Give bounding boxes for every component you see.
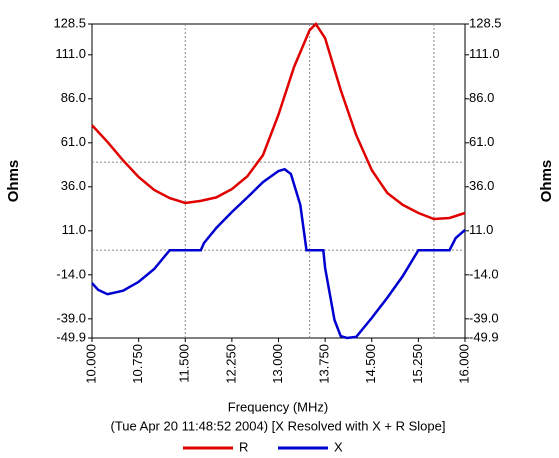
- y-tick-label: -39.0: [56, 310, 86, 325]
- x-tick-label: 16.000: [456, 344, 471, 384]
- y-tick-label: 86.0: [61, 90, 86, 105]
- plot-frame: [91, 23, 466, 339]
- x-tick-label: 13.000: [270, 344, 285, 384]
- x-tick-label: 14.500: [363, 344, 378, 384]
- x-tick-label: 15.250: [410, 344, 425, 384]
- y2-tick-label: -39.0: [469, 310, 499, 325]
- legend-label: R: [239, 439, 248, 454]
- x-tick-label: 10.750: [130, 344, 145, 384]
- y-tick-label: 111.0: [55, 46, 86, 61]
- y2-tick-label: 128.5: [469, 15, 502, 30]
- x-axis-label: Frequency (MHz): [228, 399, 328, 414]
- y2-tick-label: 86.0: [469, 90, 494, 105]
- y2-tick-label: 36.0: [469, 178, 494, 193]
- y2-tick-label: 11.0: [469, 222, 493, 237]
- subtitle: (Tue Apr 20 11:48:52 2004) [X Resolved w…: [111, 418, 446, 433]
- series-line: [91, 22, 466, 221]
- y-tick-label: -14.0: [56, 266, 86, 281]
- x-tick-label: 11.500: [177, 344, 192, 383]
- legend-label: X: [334, 439, 343, 454]
- x-tick-label: 13.750: [317, 344, 332, 384]
- y2-axis-label: Ohms: [538, 160, 555, 203]
- x-tick-label: 10.000: [83, 344, 98, 384]
- y-axis-label: Ohms: [5, 160, 22, 203]
- y2-tick-label: 111.0: [469, 46, 500, 61]
- y-tick-label: 11.0: [62, 222, 86, 237]
- y-tick-label: -49.9: [56, 329, 86, 344]
- y-tick-label: 61.0: [61, 134, 86, 149]
- y-tick-label: 36.0: [61, 178, 86, 193]
- x-tick-label: 12.250: [223, 344, 238, 384]
- y2-tick-label: -49.9: [469, 329, 499, 344]
- series-line: [91, 167, 466, 340]
- y2-tick-label: -14.0: [469, 266, 499, 281]
- y-tick-label: 128.5: [53, 15, 86, 30]
- y2-tick-label: 61.0: [469, 134, 494, 149]
